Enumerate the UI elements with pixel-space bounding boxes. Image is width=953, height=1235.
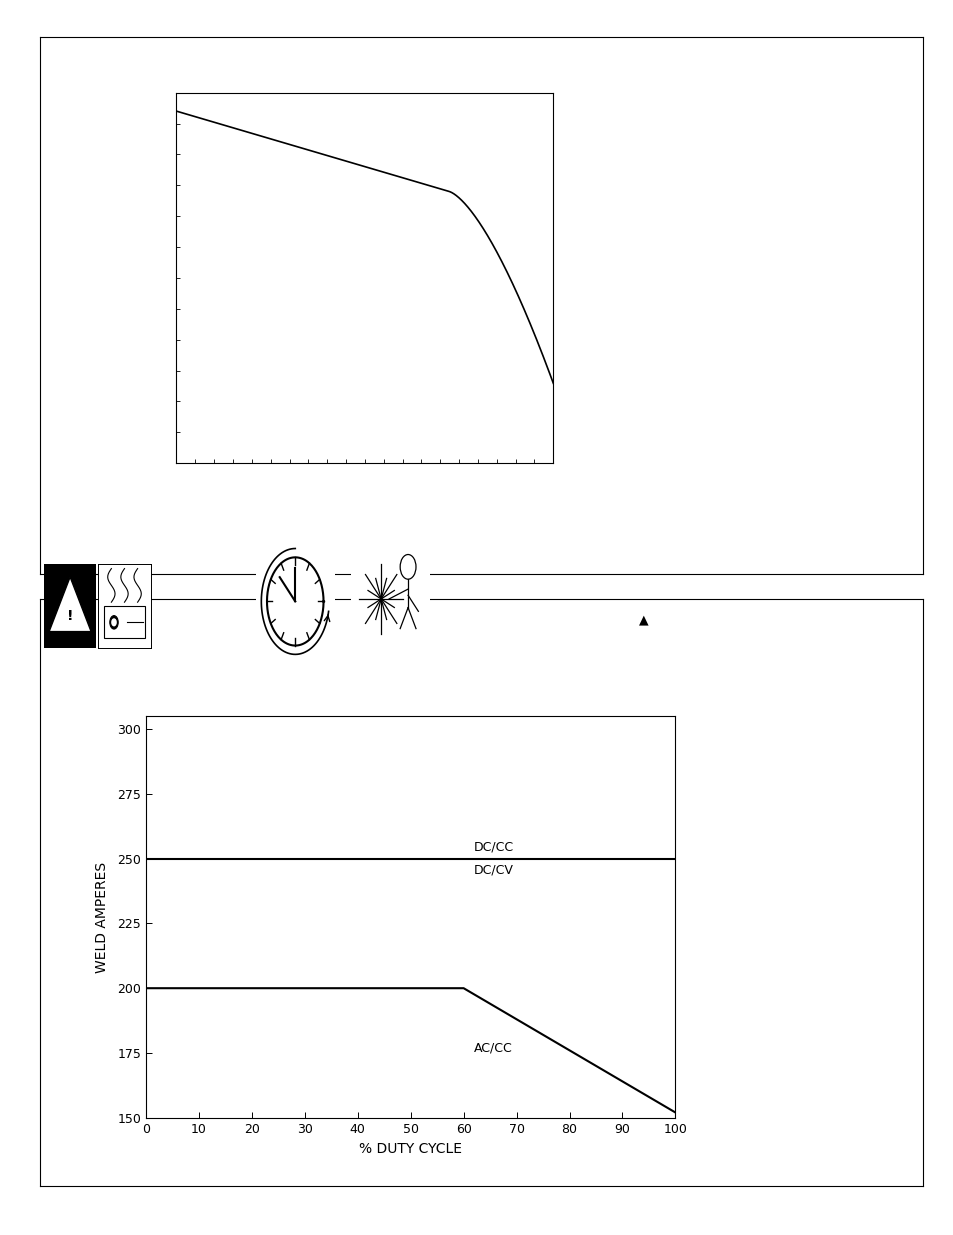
Polygon shape xyxy=(50,577,91,631)
Bar xyxy=(103,606,145,638)
Text: !: ! xyxy=(67,609,73,624)
Text: AC/CC: AC/CC xyxy=(474,1041,513,1055)
Y-axis label: WELD AMPERES: WELD AMPERES xyxy=(94,862,109,972)
Text: DC/CC: DC/CC xyxy=(474,841,514,853)
Text: ▲: ▲ xyxy=(639,614,648,626)
Circle shape xyxy=(110,615,118,629)
Text: DC/CV: DC/CV xyxy=(474,864,514,877)
Circle shape xyxy=(112,619,116,626)
X-axis label: % DUTY CYCLE: % DUTY CYCLE xyxy=(359,1142,461,1156)
